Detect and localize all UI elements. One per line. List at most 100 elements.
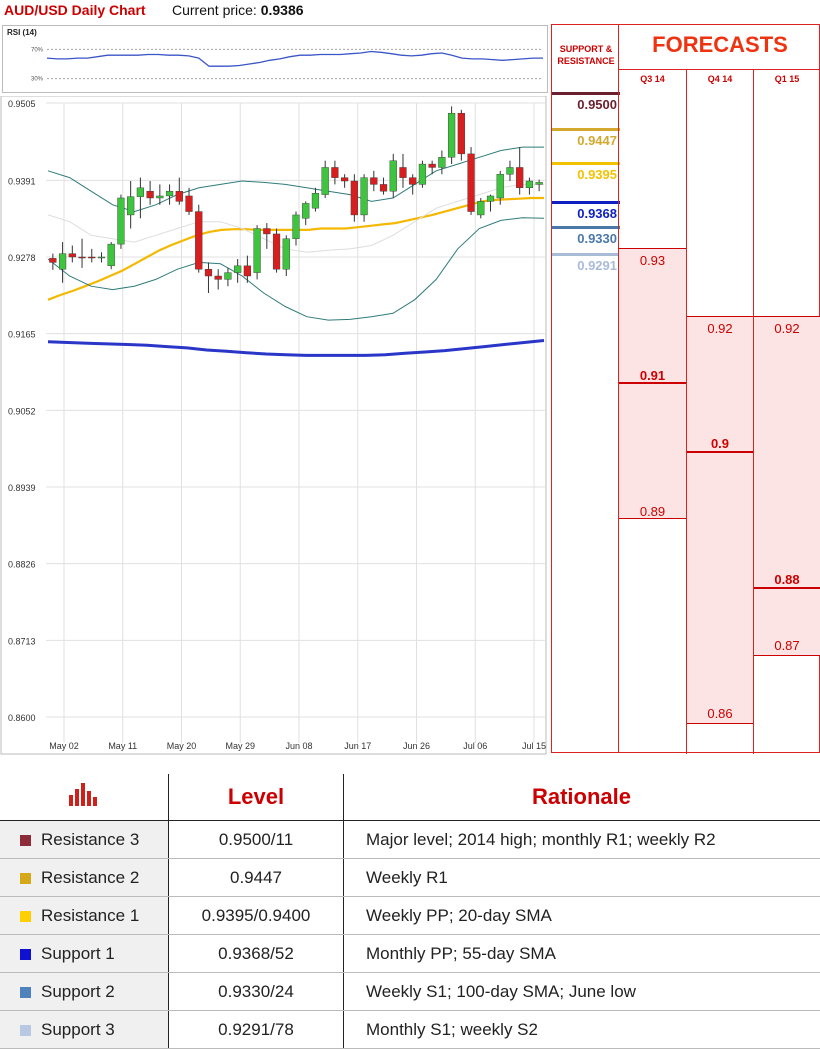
rsi-level-label: 30% [31, 77, 44, 83]
y-tick-label: 0.8600 [8, 713, 36, 723]
table-header-row: Level Rationale [0, 774, 820, 821]
forecast-low-line [754, 655, 820, 656]
forecast-median-value: 0.9 [687, 436, 753, 451]
candle-body [98, 257, 105, 258]
row-name-cell: Resistance 3 [0, 821, 169, 859]
candle-body [234, 266, 241, 273]
y-tick-label: 0.8826 [8, 560, 36, 570]
candle-body [147, 191, 154, 198]
y-tick-label: 0.9052 [8, 406, 36, 416]
candle-body [526, 181, 533, 188]
candle-body [516, 167, 523, 187]
candle-body [205, 269, 212, 276]
price-value: 0.9386 [261, 2, 304, 18]
row-level: 0.9500/11 [169, 821, 344, 859]
x-tick-label: Jul 06 [463, 741, 487, 751]
forecasts-panel: FORECASTS Q3 14 0.93 0.91 0.89 Q4 14 0.9… [618, 24, 820, 753]
rsi-line [47, 52, 543, 67]
forecast-column-q4: Q4 14 0.92 0.9 0.86 [686, 69, 753, 754]
row-name-cell: Resistance 1 [0, 897, 169, 935]
color-swatch [20, 949, 31, 960]
bar-chart-icon [67, 781, 101, 807]
chart-icon-cell [0, 774, 169, 821]
x-tick-label: Jun 17 [344, 741, 371, 751]
row-name-cell: Support 3 [0, 1011, 169, 1049]
row-name: Resistance 2 [41, 868, 139, 887]
forecast-median-value: 0.88 [754, 572, 820, 587]
candle-body [400, 167, 407, 177]
x-tick-label: Jun 08 [285, 741, 312, 751]
levels-table: Level Rationale Resistance 3 0.9500/11 M… [0, 774, 820, 1049]
forecast-median-value: 0.91 [619, 368, 686, 383]
candle-body [225, 273, 232, 280]
y-tick-label: 0.8713 [8, 636, 36, 646]
x-tick-label: May 29 [225, 741, 255, 751]
x-tick-label: Jun 26 [403, 741, 430, 751]
candle-body [536, 182, 543, 184]
candle-body [59, 254, 66, 270]
forecast-high-value: 0.92 [687, 321, 753, 336]
sr-level: 0.9500 [552, 92, 620, 114]
x-tick-label: May 02 [49, 741, 79, 751]
x-tick-label: May 20 [167, 741, 197, 751]
candle-body [322, 167, 329, 194]
candle-body [293, 215, 300, 239]
candle-body [137, 188, 144, 197]
candle-body [166, 191, 173, 196]
candle-body [302, 203, 309, 218]
candle-body [312, 193, 319, 208]
color-swatch [20, 873, 31, 884]
forecast-range-band [754, 316, 820, 655]
candle-body [438, 157, 445, 167]
forecast-high-line [754, 316, 820, 317]
row-name: Resistance 1 [41, 906, 139, 925]
candle-body [507, 167, 514, 174]
candle-body [156, 196, 163, 198]
row-rationale: Weekly S1; 100-day SMA; June low [344, 973, 820, 1011]
candle-body [69, 254, 76, 257]
candle-body [273, 234, 280, 269]
candle-body [88, 257, 95, 258]
candle-body [458, 113, 465, 154]
forecast-low-line [687, 723, 753, 724]
row-level: 0.9368/52 [169, 935, 344, 973]
forecast-high-line [687, 316, 753, 317]
row-name-cell: Support 2 [0, 973, 169, 1011]
candle-body [79, 257, 86, 258]
sr-title: SUPPORT & RESISTANCE [552, 43, 620, 67]
row-name: Resistance 3 [41, 830, 139, 849]
color-swatch [20, 1025, 31, 1036]
chart-frame [1, 96, 546, 754]
sr-level: 0.9395 [552, 162, 620, 184]
rsi-plot: 70% 30% [3, 26, 547, 92]
x-tick-label: Jul 15 [522, 741, 546, 751]
forecast-high-value: 0.92 [754, 321, 820, 336]
y-tick-label: 0.9391 [8, 176, 36, 186]
candle-body [370, 178, 377, 185]
candle-body [195, 212, 202, 270]
color-swatch [20, 987, 31, 998]
candle-body [127, 197, 134, 215]
candle-body [118, 198, 125, 244]
chart-title: AUD/USD Daily Chart [4, 2, 146, 18]
sr-level-value: 0.9395 [577, 167, 617, 182]
forecast-low-value: 0.89 [619, 504, 686, 519]
support-resistance-panel: SUPPORT & RESISTANCE 0.9500 0.9447 0.939… [551, 24, 619, 753]
sr-level-value: 0.9291 [577, 258, 617, 273]
forecast-high-line [619, 248, 686, 249]
row-name: Support 3 [41, 1020, 115, 1039]
y-tick-label: 0.9165 [8, 330, 36, 340]
table-row: Resistance 1 0.9395/0.9400 Weekly PP; 20… [0, 897, 820, 935]
level-header: Level [169, 774, 344, 821]
sr-level: 0.9291 [552, 253, 620, 275]
row-level: 0.9291/78 [169, 1011, 344, 1049]
row-rationale: Major level; 2014 high; monthly R1; week… [344, 821, 820, 859]
rsi-level-label: 70% [31, 47, 44, 53]
row-rationale: Monthly PP; 55-day SMA [344, 935, 820, 973]
candle-body [254, 229, 261, 273]
candle-body [176, 191, 183, 201]
table-row: Support 3 0.9291/78 Monthly S1; weekly S… [0, 1011, 820, 1049]
table-row: Resistance 2 0.9447 Weekly R1 [0, 859, 820, 897]
candle-body [380, 184, 387, 191]
candle-body [244, 266, 251, 276]
